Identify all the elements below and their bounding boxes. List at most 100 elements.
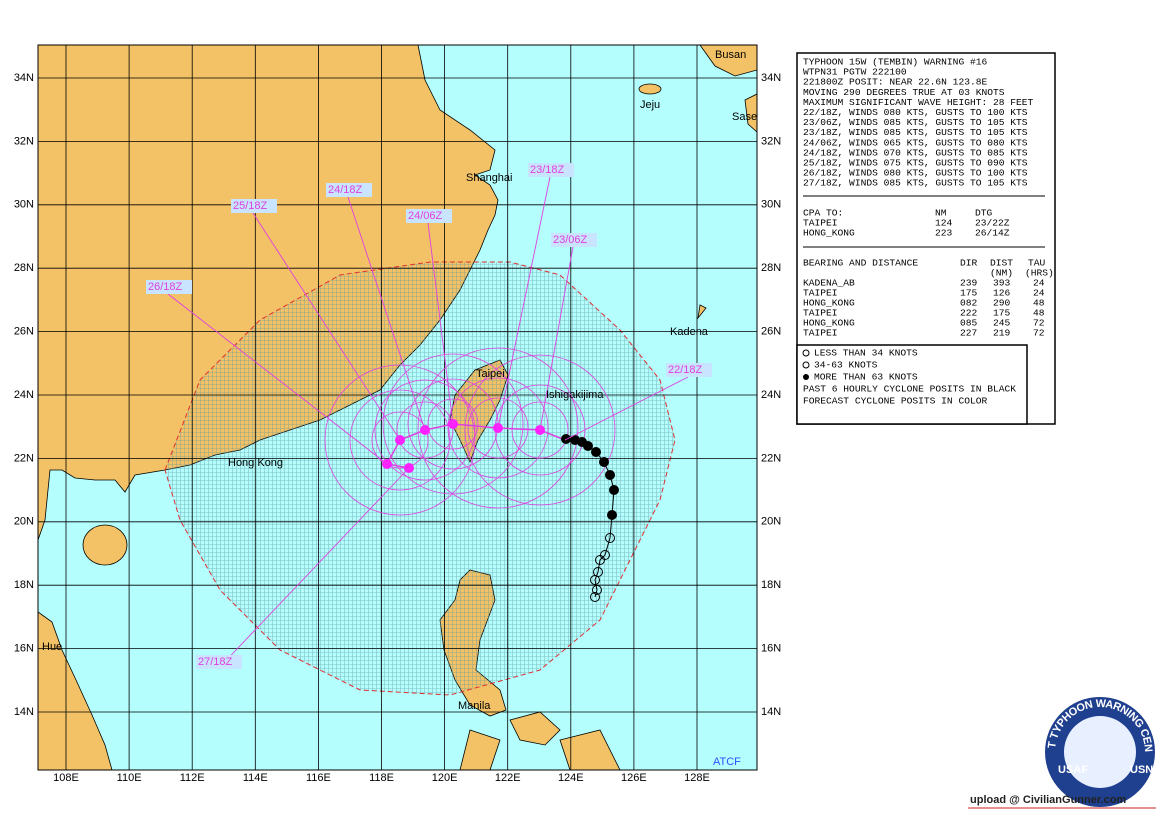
lat-label: 34N: [14, 72, 34, 84]
legend-text: FORECAST CYCLONE POSITS IN COLOR: [803, 396, 987, 407]
past-posit: [595, 555, 605, 565]
cpa-cell: 223: [935, 228, 953, 239]
vietnam: [38, 611, 113, 770]
warning-line: MAXIMUM SIGNIFICANT WAVE HEIGHT: 28 FEET: [803, 97, 1034, 108]
label-leader: [217, 467, 410, 670]
legend-symbol: [802, 349, 810, 357]
bearing-cell: 175: [993, 308, 1011, 319]
bearing-cell: HONG_KONG: [803, 318, 855, 329]
map-frame: [37, 44, 758, 771]
logo-inner: [1064, 716, 1136, 788]
warning-line: 221800Z POSIT: NEAR 22.6N 123.8E: [803, 77, 987, 88]
bearing-header: TAU: [1028, 258, 1046, 269]
okinawa: [697, 304, 707, 320]
bearing-cell: 24: [1033, 288, 1045, 299]
lat-label: 24N: [761, 389, 781, 401]
warning-line: MOVING 290 DEGREES TRUE AT 03 KNOTS: [803, 87, 1005, 98]
cpa-cell: HONG_KONG: [803, 228, 855, 239]
wind-radius: [464, 354, 616, 506]
cpa-header: CPA TO:: [803, 208, 843, 219]
legend-text: LESS THAN 34 KNOTS: [814, 348, 918, 359]
bearing-cell: TAIPEI: [803, 288, 838, 299]
past-posit: [590, 592, 600, 602]
danger-area: [164, 261, 676, 696]
bearing-cell: 222: [960, 308, 978, 319]
lon-label: 108E: [53, 772, 79, 784]
past-posit: [599, 457, 609, 467]
map: [38, 45, 757, 770]
cpa-cell: 26/14Z: [975, 228, 1010, 239]
logo-text: USAF: [1058, 764, 1088, 776]
lat-label: 32N: [761, 135, 781, 147]
bearing-cell: 24: [1033, 278, 1045, 289]
bearing-units: (HRS): [1025, 268, 1054, 279]
warning-line: 23/06Z, WINDS 085 KTS, GUSTS TO 105 KTS: [803, 117, 1028, 128]
warning-line: 24/06Z, WINDS 065 KTS, GUSTS TO 080 KTS: [803, 137, 1028, 148]
bearing-cell: 48: [1033, 308, 1045, 319]
bearing-cell: 239: [960, 278, 978, 289]
label-leader: [347, 196, 426, 431]
lat-label: 32N: [14, 135, 34, 147]
wind-radius: [396, 401, 454, 459]
cpa-cell: TAIPEI: [803, 218, 838, 229]
lat-label: 20N: [14, 516, 34, 528]
forecast-label: 22/18Z: [668, 364, 703, 376]
past-posit: [591, 447, 601, 457]
lat-label: 30N: [14, 199, 34, 211]
jeju: [638, 83, 662, 95]
label-leader: [427, 222, 454, 425]
bearing-cell: 393: [993, 278, 1011, 289]
place-label: Busan: [715, 49, 746, 61]
cpa-header: NM: [935, 208, 947, 219]
past-posit: [605, 533, 615, 543]
lat-label: 18N: [761, 579, 781, 591]
forecast-label: 23/18Z: [530, 164, 565, 176]
past-posit: [605, 470, 615, 480]
lat-label: 22N: [14, 452, 34, 464]
bearing-cell: HONG_KONG: [803, 298, 855, 309]
kyushu: [744, 93, 757, 133]
label-bg: [528, 163, 574, 177]
warning-line: TYPHOON 15W (TEMBIN) WARNING #16: [803, 57, 987, 68]
warning-line: WTPN31 PGTW 222100: [803, 67, 907, 78]
island: [459, 729, 501, 770]
wind-radius: [349, 389, 451, 491]
lat-label: 26N: [14, 326, 34, 338]
lon-label: 128E: [684, 772, 710, 784]
bearing-header: BEARING AND DISTANCE: [803, 258, 918, 269]
label-bg: [666, 363, 712, 377]
cpa-cell: 124: [935, 218, 953, 229]
lat-label: 34N: [761, 72, 781, 84]
lat-label: 24N: [14, 389, 34, 401]
lat-label: 14N: [14, 706, 34, 718]
bearing-cell: 219: [993, 328, 1011, 339]
bearing-cell: 126: [993, 288, 1011, 299]
bearing-cell: 290: [993, 298, 1011, 309]
label-bg: [406, 209, 452, 223]
bearing-cell: TAIPEI: [803, 308, 838, 319]
wind-radius: [427, 398, 479, 450]
label-bg: [146, 280, 192, 294]
legend-text: MORE THAN 63 KNOTS: [814, 372, 918, 383]
cpa-header: DTG: [975, 208, 993, 219]
lon-label: 120E: [432, 772, 458, 784]
lon-label: 112E: [180, 772, 205, 784]
wind-radius: [511, 401, 569, 459]
lat-label: 22N: [761, 452, 781, 464]
bearing-cell: KADENA_AB: [803, 278, 855, 289]
legend-text: PAST 6 HOURLY CYCLONE POSITS IN BLACK: [803, 384, 1016, 395]
bearing-cell: 082: [960, 298, 978, 309]
bearing-cell: 72: [1033, 318, 1045, 329]
lat-label: 26N: [761, 326, 781, 338]
forecast-label: 26/18Z: [148, 281, 183, 293]
bearing-header: DIST: [990, 258, 1013, 269]
lon-label: 116E: [306, 772, 331, 784]
label-leader: [252, 212, 401, 441]
warning-line: 24/18Z, WINDS 070 KTS, GUSTS TO 085 KTS: [803, 147, 1028, 158]
lat-label: 18N: [14, 579, 34, 591]
bearing-cell: 227: [960, 328, 977, 339]
wind-radius: [371, 411, 429, 469]
label-leader: [564, 376, 689, 441]
